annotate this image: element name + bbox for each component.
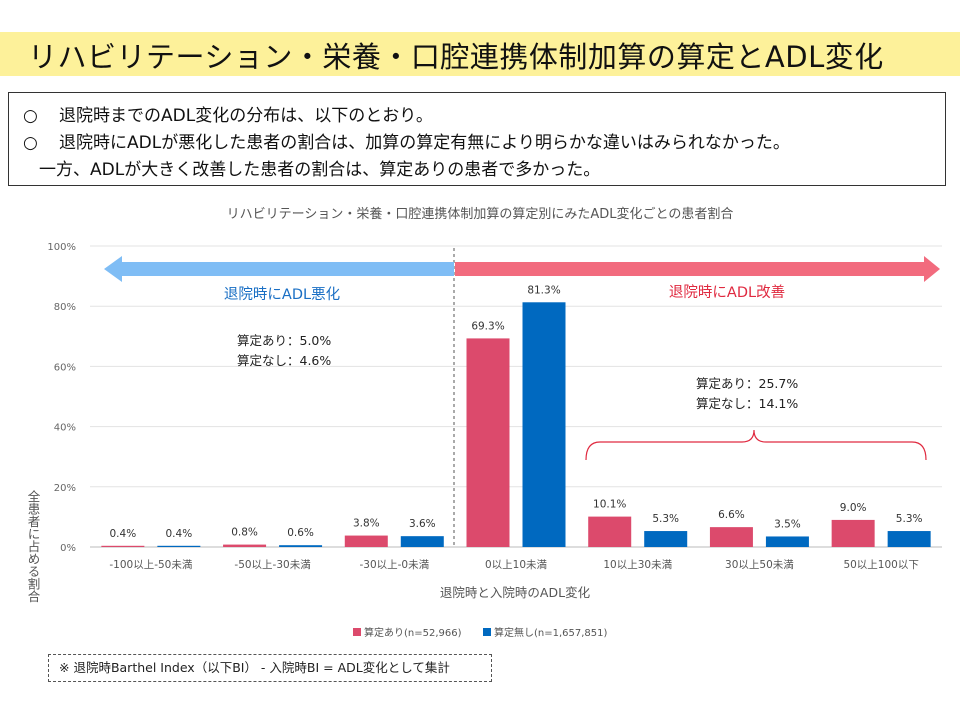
bars <box>101 302 931 547</box>
bar-santei-nashi <box>400 536 444 547</box>
better-direction-arrow <box>455 256 940 282</box>
legend: 算定あり(n=52,966) 算定無し(n=1,657,851) <box>353 626 608 639</box>
bar-santei-ari <box>466 338 510 547</box>
x-tick-label: -50以上-30未満 <box>234 559 311 571</box>
summary-line-3: 一方、ADLが大きく改善した患者の割合は、算定ありの患者で多かった。 <box>39 160 601 180</box>
summary-text-2: 退院時にADLが悪化した患者の割合は、加算の算定有無により明らかな違いはみられな… <box>59 133 790 153</box>
bar-value-label: 3.6% <box>409 518 436 530</box>
x-tick-label: 0以上10未満 <box>485 559 548 571</box>
footnote: ※ 退院時Barthel Index（以下BI） - 入院時BI = ADL変化… <box>48 654 492 682</box>
bar-santei-nashi <box>157 545 201 547</box>
x-tick-label: 10以上30未満 <box>603 559 672 571</box>
bar-value-labels: 0.4% 0.4% 0.8% 0.6% 3.8% 3.6% 69.3% 81.3% 10.1% 5… <box>110 284 923 540</box>
bar-santei-nashi <box>279 545 323 547</box>
bar-santei-ari <box>344 535 388 547</box>
y-tick-label: 80% <box>54 302 76 313</box>
bar-santei-ari <box>588 516 632 547</box>
bar-value-label: 5.3% <box>652 513 679 525</box>
summary-text-1: 退院時までのADL変化の分布は、以下のとおり。 <box>59 106 433 126</box>
x-axis-label: 退院時と入院時のADL変化 <box>440 585 591 600</box>
bar-santei-nashi <box>522 302 566 547</box>
bar-value-label: 81.3% <box>527 284 560 296</box>
bullet-circle-icon: ○ <box>23 133 38 153</box>
legend-swatch-santei-ari <box>353 628 361 636</box>
gridlines <box>90 245 942 548</box>
bar-value-label: 6.6% <box>718 509 745 521</box>
y-tick-label: 0% <box>60 543 76 554</box>
adl-change-bar-chart: リハビリテーション・栄養・口腔連携体制加算の算定別にみたADL変化ごとの患者割合… <box>26 206 942 639</box>
bar-value-label: 0.6% <box>287 527 314 539</box>
worse-note-line-2: 算定なし：4.6% <box>237 353 331 368</box>
bar-santei-nashi <box>765 536 809 547</box>
bar-santei-ari <box>223 544 267 547</box>
y-tick-label: 20% <box>54 483 76 494</box>
bar-santei-nashi <box>887 531 931 547</box>
y-tick-label: 100% <box>47 242 76 253</box>
x-axis-categories: -100以上-50未満 -50以上-30未満 -30以上-0未満 0以上10未満 10以… <box>109 559 918 571</box>
y-axis-ticks: 0% 20% 40% 60% 80% 100% <box>47 242 76 554</box>
y-tick-label: 60% <box>54 362 76 373</box>
better-note-line-1: 算定あり：25.7% <box>696 376 798 391</box>
y-tick-label: 40% <box>54 423 76 434</box>
legend-label-santei-nashi: 算定無し(n=1,657,851) <box>494 626 608 639</box>
bar-value-label: 0.4% <box>110 528 137 540</box>
bar-value-label: 9.0% <box>840 502 867 514</box>
legend-label-santei-ari: 算定あり(n=52,966) <box>364 626 462 639</box>
x-tick-label: -30以上-0未満 <box>359 559 429 571</box>
better-arrow-label: 退院時にADL改善 <box>669 284 785 301</box>
page-title: リハビリテーション・栄養・口腔連携体制加算の算定とADL変化 <box>28 40 884 74</box>
improvement-brace <box>585 429 927 461</box>
summary-line-1: ○ 退院時までのADL変化の分布は、以下のとおり。 <box>23 101 433 126</box>
summary-line-2: ○ 退院時にADLが悪化した患者の割合は、加算の算定有無により明らかな違いはみられ… <box>23 128 790 153</box>
summary-box: ○ 退院時までのADL変化の分布は、以下のとおり。 ○ 退院時にADLが悪化した患者… <box>8 92 946 186</box>
bar-value-label: 3.8% <box>353 518 380 530</box>
y-axis-label: 全患者に占める割合 <box>26 489 41 603</box>
title-banner <box>0 32 960 76</box>
worse-arrow-label: 退院時にADL悪化 <box>224 286 340 303</box>
bar-santei-ari <box>831 519 875 547</box>
better-note-line-2: 算定なし：14.1% <box>696 396 798 411</box>
bar-value-label: 10.1% <box>593 499 626 511</box>
bar-santei-ari <box>709 527 753 547</box>
x-tick-label: -100以上-50未満 <box>109 559 192 571</box>
chart-title: リハビリテーション・栄養・口腔連携体制加算の算定別にみたADL変化ごとの患者割合 <box>227 206 734 222</box>
bar-value-label: 0.4% <box>166 528 193 540</box>
x-tick-label: 50以上100以下 <box>843 559 918 571</box>
worse-note-line-1: 算定あり：5.0% <box>237 333 331 348</box>
bullet-circle-icon: ○ <box>23 106 38 126</box>
worse-direction-arrow <box>104 256 454 282</box>
bar-santei-ari <box>101 545 145 547</box>
legend-swatch-santei-nashi <box>483 628 491 636</box>
bar-value-label: 3.5% <box>774 518 801 530</box>
x-tick-label: 30以上50未満 <box>725 559 794 571</box>
bar-value-label: 5.3% <box>896 513 923 525</box>
bar-santei-nashi <box>644 531 688 547</box>
bar-value-label: 0.8% <box>231 527 258 539</box>
bar-value-label: 69.3% <box>471 320 504 332</box>
